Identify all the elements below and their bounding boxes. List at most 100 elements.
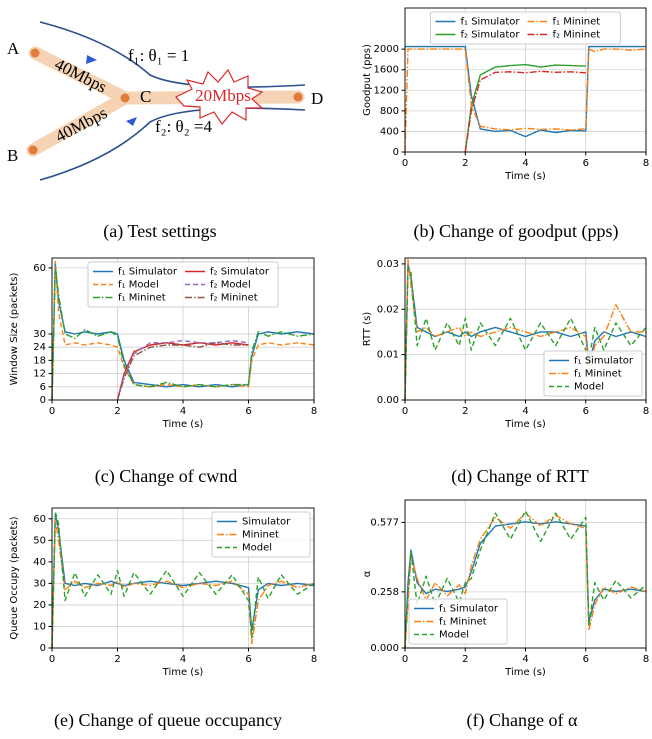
plot-frame [51,507,315,649]
y-tick-label: 800 [380,106,399,117]
series-line [464,70,586,153]
legend-box [430,11,621,45]
legend-box [408,598,508,645]
y-tick-label: 60 [33,263,46,274]
series-line [116,342,249,401]
x-tick-label: 0 [402,406,408,417]
y-tick-label: 0.000 [370,643,399,654]
legend-label: f₁ Simulator [461,17,521,28]
caption: (f) Change of α [467,710,578,731]
caption: (b) Change of goodput (pps) [414,221,619,242]
plot-frame [404,257,647,401]
series-line [405,45,646,138]
series-line [51,262,315,401]
y-tick-label: 10 [33,621,46,632]
y-axis-label: Queue Occupy (packets) [9,516,20,639]
link-label: 40Mbps [52,103,110,146]
plot-frame [404,7,647,153]
legend-label: f₁ Simulator [439,604,499,615]
x-tick-label: 2 [462,654,468,665]
line-chart: 0.000 0.258 0.577 0 2 4 6 8 Time (s) α f₁ Simulato… [362,499,649,678]
x-tick-label: 4 [522,406,528,417]
legend-label: f₁ Mininet [553,17,601,28]
legend-label: f₂ Mininet [210,293,258,304]
arrow [86,55,97,64]
x-axis-label: Time (s) [504,667,546,678]
legend-label: f₂ Model [210,280,251,291]
y-tick-label: 0 [40,643,46,654]
node-label: C [140,87,151,106]
x-tick-label: 4 [522,158,528,169]
caption: (a) Test settings [103,221,216,242]
x-tick-label: 6 [583,406,589,417]
legend: Simulator Mininet Model [211,511,311,558]
x-axis-label: Time (s) [162,419,204,430]
y-tick-label: 0.01 [377,350,399,361]
series-line [404,512,647,649]
x-tick-label: 8 [643,406,649,417]
series-line [404,267,647,401]
y-tick-label: 24 [33,342,46,353]
y-tick-label: 2000 [374,44,399,55]
x-tick-label: 6 [245,406,251,417]
y-tick-label: 20 [33,600,46,611]
x-tick-label: 8 [311,406,317,417]
x-axis-label: Time (s) [162,667,204,678]
legend-box [87,261,279,308]
legend-label: f₁ Mininet [574,369,622,380]
legend: f₁ Simulator f₁ Mininet Model [408,598,508,645]
x-tick-label: 0 [402,654,408,665]
series-line [464,63,586,153]
node [28,145,38,155]
y-tick-label: 400 [380,126,399,137]
y-tick-label: 50 [33,535,46,546]
legend-box [543,350,643,397]
legend-label: f₂ Simulator [210,267,270,278]
x-tick-label: 2 [462,406,468,417]
x-axis-label: Time (s) [504,419,546,430]
x-tick-label: 4 [522,654,528,665]
x-tick-label: 4 [180,654,186,665]
node [293,92,303,102]
arrow [126,117,137,126]
link-band [26,91,132,157]
y-axis-label: α [362,570,373,577]
caption: (e) Change of queue occupancy [54,710,282,731]
link-label: 40Mbps [52,54,110,96]
y-tick-label: 0 [393,147,399,158]
node-label: A [7,39,20,58]
link-label: 20Mbps [195,86,251,105]
x-tick-label: 0 [49,654,55,665]
y-tick-label: 0.258 [370,587,399,598]
legend-label: Model [242,543,272,554]
series-line [404,510,647,649]
flow-label: f₂: θ₂ =4 [155,117,212,136]
legend: f₁ Simulator f₁ Mininet Model [543,350,643,397]
y-tick-label: 0.02 [377,304,399,315]
node-label: D [311,89,323,108]
bottleneck-burst [175,68,264,126]
node-label: B [7,146,18,165]
y-tick-label: 1200 [374,85,399,96]
x-tick-label: 8 [311,654,317,665]
series-line [404,258,646,401]
legend-label: Model [574,382,604,393]
legend: f₁ Simulator f₂ Simulator f₁ Mininet f₂ Min… [430,11,621,45]
line-chart: 0.00 0.01 0.02 0.03 0 2 4 6 8 Time (s) RTT (s) f₁ S… [362,257,649,430]
y-tick-label: 30 [33,329,46,340]
y-tick-label: 12 [33,369,46,380]
test-settings-diagram: A B C D 40Mbps 40Mbps 20Mbps f₁: θ₁ = 1 … [7,21,323,181]
line-chart: 0 10 20 30 40 50 60 0 2 4 6 8 Time (s) Queue Occupy (… [9,507,317,678]
y-tick-label: 0.577 [370,517,399,528]
x-tick-label: 6 [245,654,251,665]
caption: (c) Change of cwnd [95,466,237,487]
x-tick-label: 4 [180,406,186,417]
legend-label: Model [439,630,469,641]
x-tick-label: 6 [583,158,589,169]
y-axis-label: RTT (s) [362,312,373,347]
y-axis-label: Window Size (packets) [9,273,20,386]
legend-label: f₁ Simulator [574,356,634,367]
series-line [51,511,315,649]
